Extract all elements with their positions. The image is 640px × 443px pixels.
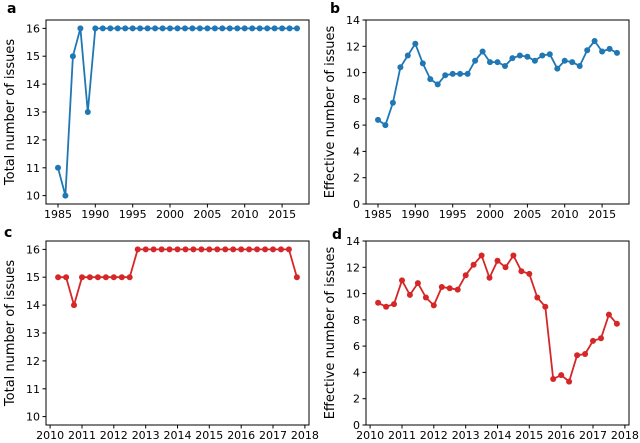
svg-text:8: 8	[353, 314, 360, 327]
svg-text:10: 10	[26, 190, 40, 203]
panel-label-c: c	[4, 225, 13, 241]
svg-text:2010: 2010	[356, 429, 384, 442]
panel-label-d: d	[332, 227, 343, 243]
svg-text:4: 4	[353, 145, 360, 158]
svg-text:4: 4	[353, 366, 360, 379]
svg-text:1985: 1985	[44, 208, 72, 221]
svg-text:2000: 2000	[156, 208, 184, 221]
panel-label-a: a	[7, 1, 17, 17]
svg-text:2014: 2014	[164, 429, 192, 442]
svg-text:2: 2	[353, 172, 360, 185]
svg-text:2011: 2011	[68, 429, 96, 442]
panel-label-b: b	[330, 1, 341, 17]
svg-text:2010: 2010	[36, 429, 64, 442]
svg-text:11: 11	[26, 162, 40, 175]
panel-a: a 1985 1990 1995 2000 2005 2010 2015 10 11 12 13 14…	[0, 0, 320, 222]
svg-text:2016: 2016	[227, 429, 255, 442]
svg-text:16: 16	[26, 22, 40, 35]
svg-text:1995: 1995	[119, 208, 147, 221]
svg-text:1990: 1990	[81, 208, 109, 221]
svg-text:2005: 2005	[193, 208, 221, 221]
svg-text:2017: 2017	[579, 429, 607, 442]
svg-text:1990: 1990	[401, 208, 429, 221]
svg-text:1985: 1985	[364, 208, 392, 221]
svg-text:12: 12	[346, 261, 360, 274]
svg-text:15: 15	[26, 271, 40, 284]
svg-text:11: 11	[26, 383, 40, 396]
svg-text:2015: 2015	[588, 208, 616, 221]
svg-text:14: 14	[26, 78, 40, 91]
svg-text:16: 16	[26, 243, 40, 256]
svg-text:Effective number of issues: Effective number of issues	[323, 247, 338, 420]
svg-text:6: 6	[353, 340, 360, 353]
svg-text:14: 14	[346, 235, 360, 248]
svg-text:12: 12	[26, 355, 40, 368]
svg-text:2013: 2013	[132, 429, 160, 442]
svg-text:2015: 2015	[268, 208, 296, 221]
panel-d: d 2010 2011 2012 2013 2014 2015 2016 2017 2018 0 2…	[320, 222, 640, 443]
svg-text:2014: 2014	[484, 429, 512, 442]
svg-text:15: 15	[26, 50, 40, 63]
svg-text:12: 12	[346, 40, 360, 53]
svg-text:10: 10	[346, 67, 360, 80]
svg-text:2011: 2011	[388, 429, 416, 442]
panel-b: b 1985 1990 1995 2000 2005 2010 2015 0 2 4 6 8 10 12 1…	[320, 0, 640, 222]
panel-c: c 2010 2011 2012 2013 2014 2015 2016 2017 2018 10…	[0, 222, 320, 443]
svg-text:Total number of issues: Total number of issues	[3, 39, 18, 186]
svg-text:Total number of issues: Total number of issues	[3, 260, 18, 407]
svg-text:2005: 2005	[513, 208, 541, 221]
svg-text:2015: 2015	[515, 429, 543, 442]
svg-text:0: 0	[353, 419, 360, 432]
svg-text:2000: 2000	[476, 208, 504, 221]
svg-text:2013: 2013	[452, 429, 480, 442]
svg-text:2010: 2010	[551, 208, 579, 221]
svg-text:2018: 2018	[291, 429, 319, 442]
svg-text:14: 14	[26, 299, 40, 312]
svg-text:13: 13	[26, 327, 40, 340]
svg-text:8: 8	[353, 93, 360, 106]
svg-text:6: 6	[353, 119, 360, 132]
svg-text:12: 12	[26, 134, 40, 147]
svg-text:2012: 2012	[420, 429, 448, 442]
svg-text:2016: 2016	[547, 429, 575, 442]
svg-text:10: 10	[26, 411, 40, 424]
svg-text:13: 13	[26, 106, 40, 119]
svg-text:2015: 2015	[195, 429, 223, 442]
svg-text:2010: 2010	[231, 208, 259, 221]
svg-text:2018: 2018	[611, 429, 639, 442]
svg-text:10: 10	[346, 288, 360, 301]
chart-c-total-issues-canvas: 2010 2011 2012 2013 2014 2015 2016 2017 2018 10 11…	[3, 240, 319, 442]
svg-text:2017: 2017	[259, 429, 287, 442]
svg-text:1995: 1995	[439, 208, 467, 221]
svg-text:2: 2	[353, 393, 360, 406]
svg-text:0: 0	[353, 198, 360, 211]
chart-a-total-issues-canvas: 1985 1990 1995 2000 2005 2010 2015 10 11 12 13 14 15…	[3, 19, 310, 221]
svg-text:14: 14	[346, 14, 360, 27]
chart-d-effective-issues-canvas: 2010 2011 2012 2013 2014 2015 2016 2017 2018 0 2 4 6…	[323, 235, 639, 442]
chart-b-effective-issues-canvas: 1985 1990 1995 2000 2005 2010 2015 0 2 4 6 8 10 12 14 E…	[323, 14, 630, 221]
svg-text:Effective number of issues: Effective number of issues	[323, 26, 338, 199]
svg-text:2012: 2012	[100, 429, 128, 442]
